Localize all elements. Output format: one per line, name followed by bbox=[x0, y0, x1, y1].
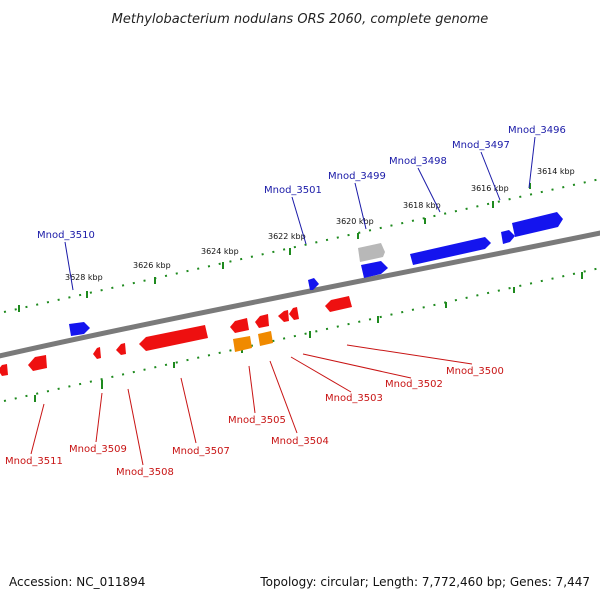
scale-label-3626: 3626 kbp bbox=[133, 261, 171, 270]
genome-title: Methylobacterium nodulans ORS 2060, comp… bbox=[112, 12, 489, 27]
gene-mnod-3500-forward[interactable] bbox=[361, 261, 388, 278]
gene-mnod-3504[interactable] bbox=[255, 314, 269, 328]
gene-mnod-3503[interactable] bbox=[278, 310, 289, 322]
scale-label-3620: 3620 kbp bbox=[336, 217, 374, 226]
forward-leader-lines bbox=[64, 136, 536, 291]
genome-backbone bbox=[0, 230, 600, 359]
reverse-gene-labels: Mnod_3500 Mnod_3502 Mnod_3503 Mnod_3504 … bbox=[5, 366, 504, 478]
gene-mnod-3511-a[interactable] bbox=[28, 355, 47, 371]
accession-text: Accession: NC_011894 bbox=[9, 575, 145, 589]
label-mnod-3501[interactable]: Mnod_3501 bbox=[264, 185, 322, 196]
gene-mnod-3502[interactable] bbox=[289, 307, 299, 320]
gene-mnod-3496[interactable] bbox=[512, 212, 563, 237]
gene-unknown-grey[interactable] bbox=[358, 243, 385, 262]
label-mnod-3497[interactable]: Mnod_3497 bbox=[452, 140, 510, 151]
reverse-genes bbox=[0, 296, 352, 376]
label-mnod-3502[interactable]: Mnod_3502 bbox=[385, 379, 443, 390]
gene-mnod-3501[interactable] bbox=[308, 278, 319, 290]
gene-mnod-3507[interactable] bbox=[139, 325, 208, 351]
label-mnod-3509[interactable]: Mnod_3509 bbox=[69, 444, 127, 455]
gene-mnod-3497[interactable] bbox=[501, 230, 515, 244]
label-mnod-3499[interactable]: Mnod_3499 bbox=[328, 171, 386, 182]
reverse-leader-lines bbox=[30, 344, 473, 466]
gene-orange-2[interactable] bbox=[233, 336, 252, 352]
label-mnod-3507[interactable]: Mnod_3507 bbox=[172, 446, 230, 457]
gene-mnod-3500[interactable] bbox=[325, 296, 352, 312]
scale-label-3616: 3616 kbp bbox=[471, 184, 509, 193]
gene-mnod-3509[interactable] bbox=[93, 347, 101, 359]
label-mnod-3508[interactable]: Mnod_3508 bbox=[116, 467, 174, 478]
scale-label-3614: 3614 kbp bbox=[537, 167, 575, 176]
gene-mnod-3508[interactable] bbox=[116, 343, 126, 355]
forward-gene-labels: Mnod_3496 Mnod_3497 Mnod_3498 Mnod_3499 … bbox=[37, 125, 566, 241]
scale-label-3624: 3624 kbp bbox=[201, 247, 239, 256]
label-mnod-3500[interactable]: Mnod_3500 bbox=[446, 366, 504, 377]
gene-mnod-3511-b[interactable] bbox=[0, 364, 8, 376]
gene-mnod-3510[interactable] bbox=[69, 322, 90, 336]
label-mnod-3504[interactable]: Mnod_3504 bbox=[271, 436, 329, 447]
gene-mnod-3498[interactable] bbox=[410, 237, 491, 265]
genome-summary-text: Topology: circular; Length: 7,772,460 bp… bbox=[259, 575, 590, 589]
label-mnod-3503[interactable]: Mnod_3503 bbox=[325, 393, 383, 404]
gene-mnod-3505[interactable] bbox=[230, 318, 249, 333]
label-mnod-3496[interactable]: Mnod_3496 bbox=[508, 125, 566, 136]
label-mnod-3510[interactable]: Mnod_3510 bbox=[37, 230, 95, 241]
major-ticks bbox=[18, 183, 583, 402]
scale-label-3628: 3628 kbp bbox=[65, 273, 103, 282]
label-mnod-3505[interactable]: Mnod_3505 bbox=[228, 415, 286, 426]
scale-label-3618: 3618 kbp bbox=[403, 201, 441, 210]
forward-genes bbox=[69, 212, 563, 336]
label-mnod-3511[interactable]: Mnod_3511 bbox=[5, 456, 63, 467]
scale-labels: 3614 kbp 3616 kbp 3618 kbp 3620 kbp 3622… bbox=[65, 167, 575, 282]
label-mnod-3498[interactable]: Mnod_3498 bbox=[389, 156, 447, 167]
reverse-genes-orange bbox=[233, 331, 273, 352]
scale-label-3622: 3622 kbp bbox=[268, 232, 306, 241]
gene-orange-1[interactable] bbox=[258, 331, 273, 346]
